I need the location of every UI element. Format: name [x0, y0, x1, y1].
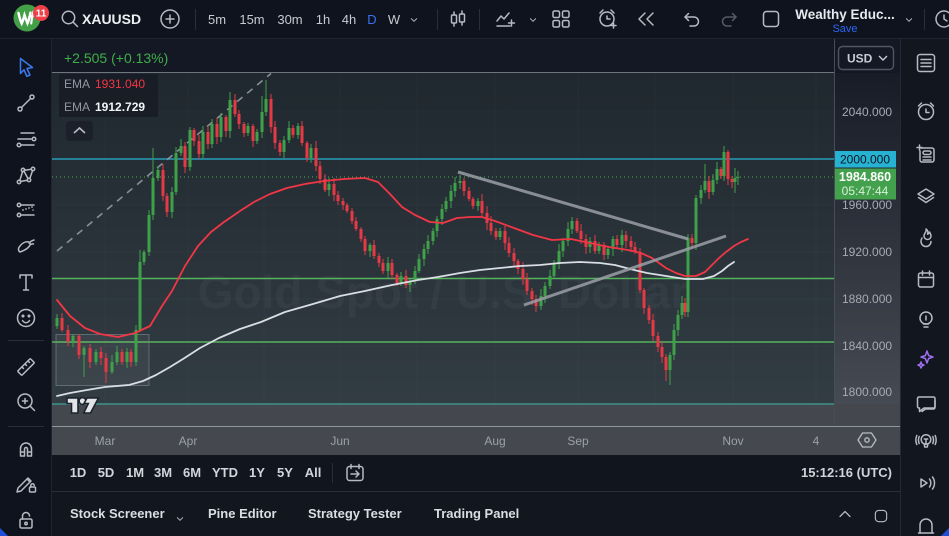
svg-text:1920.000: 1920.000 [842, 245, 892, 259]
svg-text:Aug: Aug [484, 434, 505, 448]
svg-text:4: 4 [813, 434, 820, 448]
svg-text:Gold Spot / U.S. Dollar: Gold Spot / U.S. Dollar [198, 266, 689, 318]
svg-text:1840.000: 1840.000 [842, 339, 892, 353]
svg-text:1960.000: 1960.000 [842, 198, 892, 212]
svg-text:1931.040: 1931.040 [95, 77, 145, 91]
svg-text:Sep: Sep [567, 434, 589, 448]
svg-text:11: 11 [36, 9, 47, 20]
svg-text:EMA: EMA [64, 77, 90, 91]
svg-text:+2.505 (+0.13%): +2.505 (+0.13%) [64, 50, 168, 66]
svg-text:2040.000: 2040.000 [842, 105, 892, 119]
svg-text:1800.000: 1800.000 [842, 385, 892, 399]
svg-text:2000.000: 2000.000 [840, 153, 890, 167]
svg-text:1984.860: 1984.860 [839, 170, 891, 184]
svg-text:USD: USD [847, 52, 873, 66]
svg-text:1880.000: 1880.000 [842, 292, 892, 306]
svg-text:Apr: Apr [179, 434, 198, 448]
svg-text:1912.729: 1912.729 [95, 100, 145, 114]
svg-text:Nov: Nov [722, 434, 743, 448]
svg-text:Mar: Mar [95, 434, 116, 448]
svg-text:Jun: Jun [330, 434, 349, 448]
svg-text:EMA: EMA [64, 100, 90, 114]
svg-text:05:47:44: 05:47:44 [842, 184, 889, 198]
